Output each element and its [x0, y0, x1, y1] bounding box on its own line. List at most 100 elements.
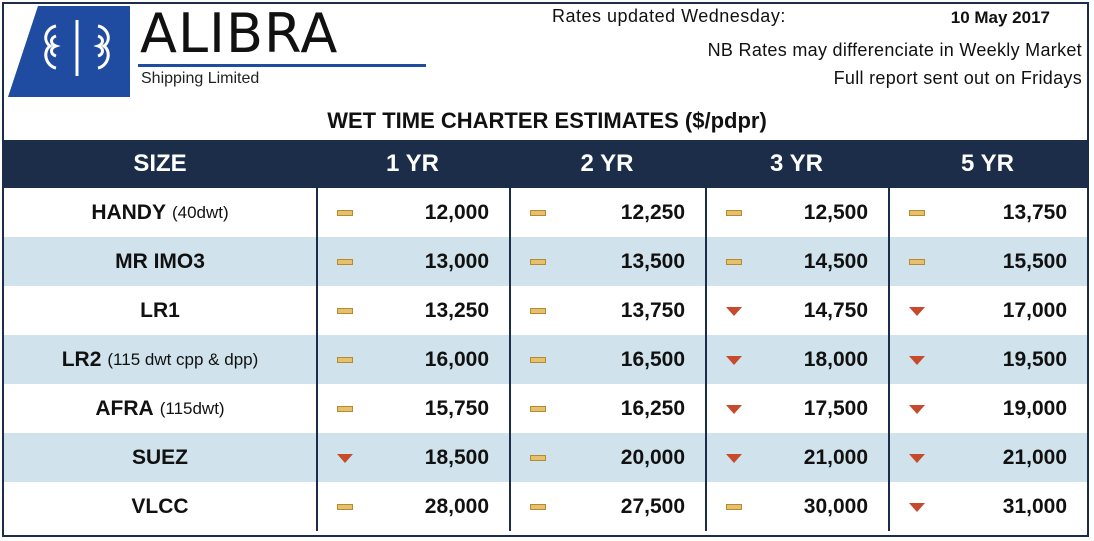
- rate-value: 28,000: [424, 494, 489, 518]
- rate-value: 15,750: [424, 396, 489, 420]
- rate-cell: 30,000: [705, 482, 888, 531]
- vessel-size-cell: MR IMO3: [4, 237, 316, 286]
- trend-flat-icon: [529, 204, 547, 222]
- rate-cell: 28,000: [316, 482, 509, 531]
- rate-cell: 12,000: [316, 188, 509, 237]
- trend-flat-icon: [336, 351, 354, 369]
- rate-cell: 21,000: [705, 433, 888, 482]
- rate-value: 13,750: [1002, 200, 1067, 224]
- vessel-size-name: MR IMO3: [115, 249, 205, 273]
- rate-cell: 12,500: [705, 188, 888, 237]
- rate-value: 14,750: [803, 298, 868, 322]
- trend-down-icon: [725, 449, 743, 467]
- vessel-size-name: SUEZ: [131, 445, 188, 469]
- vessel-size-name: LR1: [140, 298, 180, 322]
- rate-cell: 21,000: [888, 433, 1087, 482]
- trend-flat-icon: [725, 253, 743, 271]
- trend-flat-icon: [336, 400, 354, 418]
- vessel-size-name: AFRA: [95, 396, 154, 420]
- trend-flat-icon: [725, 498, 743, 516]
- vessel-size-name: HANDY: [91, 200, 166, 224]
- trend-down-icon: [908, 351, 926, 369]
- trend-flat-icon: [529, 302, 547, 320]
- trend-down-icon: [725, 400, 743, 418]
- header-3yr: 3 YR: [770, 150, 823, 177]
- table-row: LR2 (115 dwt cpp & dpp) 16,000 16,500 18,000…: [4, 335, 1087, 384]
- rate-value: 13,250: [424, 298, 489, 322]
- trend-down-icon: [725, 351, 743, 369]
- rate-value: 13,750: [620, 298, 685, 322]
- rate-value: 12,500: [803, 200, 868, 224]
- rate-value: 27,500: [620, 494, 685, 518]
- trend-flat-icon: [336, 253, 354, 271]
- vessel-size-note: (115 dwt cpp & dpp): [107, 349, 259, 369]
- rate-value: 20,000: [620, 445, 685, 469]
- rate-cell: 31,000: [888, 482, 1087, 531]
- trend-flat-icon: [725, 204, 743, 222]
- trend-flat-icon: [336, 498, 354, 516]
- vessel-size-note: (115dwt): [159, 398, 225, 418]
- rates-table: SIZE 1 YR 2 YR 3 YR 5 YR HANDY (40dwt) 12,…: [4, 140, 1087, 531]
- rate-cell: 19,500: [888, 335, 1087, 384]
- vessel-size-cell: LR1: [4, 286, 316, 335]
- alibra-logo: [8, 6, 130, 97]
- rate-value: 30,000: [803, 494, 868, 518]
- update-date: 10 May 2017: [950, 8, 1050, 27]
- header-1yr: 1 YR: [386, 150, 439, 177]
- rate-value: 12,000: [424, 200, 489, 224]
- vessel-size-name: LR2: [61, 347, 102, 371]
- trend-down-icon: [336, 449, 354, 467]
- trend-flat-icon: [908, 204, 926, 222]
- rate-value: 18,500: [424, 445, 489, 469]
- vessel-size-cell: SUEZ: [4, 433, 316, 482]
- rate-cell: 13,500: [509, 237, 705, 286]
- rate-value: 13,500: [620, 249, 685, 273]
- trend-down-icon: [908, 302, 926, 320]
- company-name: ALIBRA: [140, 2, 339, 65]
- vessel-size-note: (40dwt): [171, 202, 229, 222]
- trend-down-icon: [908, 498, 926, 516]
- rate-cell: 16,500: [509, 335, 705, 384]
- rate-value: 16,000: [424, 347, 489, 371]
- trend-flat-icon: [529, 498, 547, 516]
- rate-cell: 15,750: [316, 384, 509, 433]
- report-note: Full report sent out on Fridays: [833, 68, 1082, 88]
- trend-flat-icon: [336, 204, 354, 222]
- table-title: WET TIME CHARTER ESTIMATES ($/pdpr): [327, 108, 767, 133]
- trend-flat-icon: [529, 351, 547, 369]
- rates-note: NB Rates may differenciate in Weekly Mar…: [707, 40, 1082, 60]
- rate-value: 21,000: [1002, 445, 1067, 469]
- rate-value: 18,000: [803, 347, 868, 371]
- table-row: MR IMO3 13,000 13,500 14,500 15,500: [4, 237, 1087, 286]
- company-subtitle: Shipping Limited: [141, 70, 260, 87]
- rate-value: 17,500: [803, 396, 868, 420]
- rate-value: 21,000: [803, 445, 868, 469]
- trend-down-icon: [725, 302, 743, 320]
- trend-flat-icon: [908, 253, 926, 271]
- rate-value: 16,500: [620, 347, 685, 371]
- trend-down-icon: [908, 449, 926, 467]
- rate-value: 14,500: [803, 249, 868, 273]
- table-row: AFRA (115dwt) 15,750 16,250 17,500 19,000: [4, 384, 1087, 433]
- rate-cell: 14,750: [705, 286, 888, 335]
- table-row: HANDY (40dwt) 12,000 12,250 12,500 13,750: [4, 188, 1087, 237]
- rate-value: 15,500: [1002, 249, 1067, 273]
- trend-flat-icon: [529, 253, 547, 271]
- header-5yr: 5 YR: [961, 150, 1014, 177]
- header-size: SIZE: [133, 150, 187, 177]
- rate-cell: 13,000: [316, 237, 509, 286]
- brand-divider: [138, 64, 426, 67]
- header-2yr: 2 YR: [580, 150, 634, 177]
- update-label: Rates updated Wednesday:: [552, 6, 786, 26]
- trend-flat-icon: [529, 449, 547, 467]
- vessel-size-cell: VLCC: [4, 482, 316, 531]
- rate-cell: 16,000: [316, 335, 509, 384]
- rate-value: 13,000: [424, 249, 489, 273]
- trend-down-icon: [908, 400, 926, 418]
- rate-cell: 18,500: [316, 433, 509, 482]
- rate-cell: 15,500: [888, 237, 1087, 286]
- rate-cell: 17,500: [705, 384, 888, 433]
- trend-flat-icon: [529, 400, 547, 418]
- table-row: SUEZ 18,500 20,000 21,000 21,000: [4, 433, 1087, 482]
- rate-cell: 19,000: [888, 384, 1087, 433]
